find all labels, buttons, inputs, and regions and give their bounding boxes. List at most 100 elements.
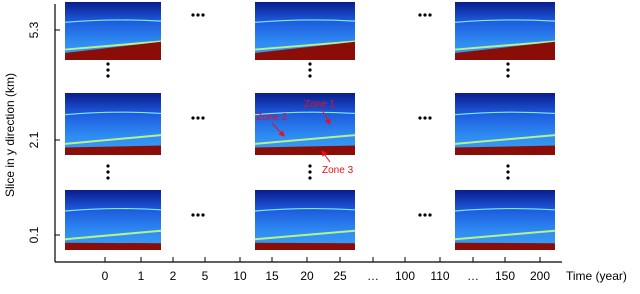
dot — [506, 164, 510, 168]
panel-band — [64, 19, 162, 23]
dot — [418, 13, 422, 17]
y-tick-label: 0.1 — [27, 226, 41, 243]
zone-label: Zone 2 — [256, 112, 288, 123]
panel-bottom — [455, 41, 555, 60]
panel-band — [454, 229, 556, 241]
zone-label: Zone 1 — [304, 99, 336, 110]
x-tick-label: … — [367, 269, 379, 283]
panel-background — [455, 190, 555, 250]
panel-band — [454, 207, 556, 212]
dot — [506, 74, 510, 78]
panel-band — [254, 207, 356, 212]
panel-background — [65, 190, 161, 250]
dot — [423, 213, 427, 217]
panel-band — [64, 111, 162, 116]
panel-image — [454, 93, 556, 155]
x-tick-label: 100 — [395, 269, 415, 283]
dot — [106, 176, 110, 180]
panel-bottom — [455, 145, 555, 155]
zone-arrow — [271, 122, 285, 137]
panel-band — [254, 40, 356, 51]
dot — [428, 116, 432, 120]
dot — [506, 170, 510, 174]
panel-band — [454, 40, 556, 51]
dot — [106, 68, 110, 72]
ticks: 0.12.15.30 1 2 5 10 15 20 25… 100 110… 150 200 — [27, 21, 550, 283]
zone-label: Zone 3 — [322, 165, 354, 176]
panel-background — [255, 190, 355, 250]
dot — [428, 13, 432, 17]
panel-band — [64, 229, 162, 241]
dot — [506, 68, 510, 72]
dot — [106, 74, 110, 78]
panel-bottom — [65, 145, 161, 155]
dot — [423, 116, 427, 120]
dot — [201, 13, 205, 17]
x-axis-label: Time (year) — [566, 269, 627, 283]
dot — [308, 62, 312, 66]
panel-band — [254, 134, 356, 145]
dot — [196, 213, 200, 217]
panel-band — [454, 111, 556, 116]
y-tick-label: 5.3 — [27, 21, 41, 38]
dot — [423, 13, 427, 17]
dot — [196, 13, 200, 17]
panel-band — [454, 134, 556, 145]
dot — [201, 213, 205, 217]
dot — [191, 116, 195, 120]
zone-arrow — [321, 109, 331, 125]
x-tick-label: 1 — [138, 269, 145, 283]
dot — [428, 213, 432, 217]
panel-bottom — [65, 41, 161, 60]
dot — [191, 213, 195, 217]
x-tick-label: 5 — [202, 269, 209, 283]
dot — [418, 213, 422, 217]
dot — [308, 68, 312, 72]
panel-image — [254, 190, 356, 250]
panel-bottom — [255, 242, 355, 250]
panel-background — [65, 93, 161, 155]
panel-image — [254, 2, 356, 60]
panel-band — [64, 134, 162, 145]
dot — [418, 116, 422, 120]
panel-image — [254, 93, 356, 155]
x-tick-label: 10 — [233, 269, 247, 283]
panel-band — [254, 229, 356, 241]
panel-image — [454, 190, 556, 250]
x-tick-label: 150 — [495, 269, 515, 283]
dot — [308, 170, 312, 174]
x-tick-label: 2 — [170, 269, 177, 283]
panel-bottom — [255, 41, 355, 60]
y-tick-label: 2.1 — [27, 131, 41, 148]
dot — [308, 176, 312, 180]
dot — [196, 116, 200, 120]
y-axis-label: Slice in y direction (km) — [3, 73, 17, 197]
x-tick-label: 200 — [530, 269, 550, 283]
dot — [506, 62, 510, 66]
panel-background — [455, 93, 555, 155]
panel-image — [64, 190, 162, 250]
dot — [201, 116, 205, 120]
panel-bottom — [455, 242, 555, 250]
panel-band — [64, 40, 162, 51]
ellipsis-dots — [106, 13, 510, 217]
dot — [106, 164, 110, 168]
panel-bottom — [255, 145, 355, 155]
zone-arrow — [321, 150, 331, 163]
x-tick-label: 20 — [300, 269, 314, 283]
dot — [308, 164, 312, 168]
panel-band — [254, 19, 356, 23]
dot — [308, 74, 312, 78]
panel-image — [454, 2, 556, 60]
dot — [191, 13, 195, 17]
x-tick-label: 0 — [102, 269, 109, 283]
panel-image — [64, 93, 162, 155]
x-tick-label: 110 — [430, 269, 449, 283]
panel-band — [64, 207, 162, 212]
x-tick-label: 25 — [333, 269, 347, 283]
dot — [106, 62, 110, 66]
panels — [64, 2, 556, 250]
panel-band — [254, 111, 356, 116]
panel-bottom — [65, 242, 161, 250]
